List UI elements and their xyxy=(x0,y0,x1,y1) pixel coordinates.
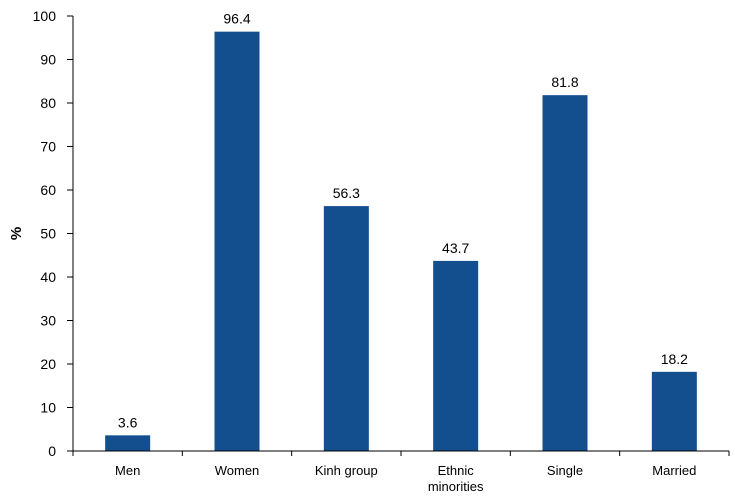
x-tick-label: Men xyxy=(115,463,140,478)
data-label: 18.2 xyxy=(661,351,688,367)
x-axis: Men Women Kinh group Ethnic minorities Single… xyxy=(72,450,730,494)
y-axis-title: % xyxy=(8,227,25,240)
bar xyxy=(105,435,151,451)
y-tick-label: 70 xyxy=(40,139,56,155)
bar xyxy=(433,260,479,451)
y-tick-label: 0 xyxy=(48,443,56,459)
data-label: 3.6 xyxy=(118,414,138,430)
y-tick-label: 20 xyxy=(40,356,56,372)
data-label: 56.3 xyxy=(333,185,360,201)
y-axis: 0 10 20 30 40 50 60 70 80 90 100 xyxy=(33,8,74,459)
x-tick-label: Women xyxy=(215,463,260,478)
data-label: 43.7 xyxy=(442,240,469,256)
y-tick-label: 90 xyxy=(40,52,56,68)
bar xyxy=(542,95,588,452)
data-label: 96.4 xyxy=(223,11,250,27)
y-tick-label: 60 xyxy=(40,182,56,198)
y-tick-label: 100 xyxy=(33,8,57,24)
bar xyxy=(214,31,260,451)
x-tick-label: Kinh group xyxy=(315,463,378,478)
bar xyxy=(323,206,369,451)
y-tick-label: 50 xyxy=(40,226,56,242)
y-tick-label: 30 xyxy=(40,313,56,329)
x-tick-label: Single xyxy=(547,463,583,478)
x-tick-label: Married xyxy=(652,463,696,478)
bars: 3.6 96.4 56.3 43.7 81.8 18.2 xyxy=(105,11,697,452)
data-label: 81.8 xyxy=(551,74,578,90)
bar xyxy=(651,371,697,451)
x-tick-label: Ethnic minorities xyxy=(428,463,484,494)
y-tick-label: 80 xyxy=(40,95,56,111)
y-tick-label: 40 xyxy=(40,269,56,285)
y-tick-label: 10 xyxy=(40,400,56,416)
